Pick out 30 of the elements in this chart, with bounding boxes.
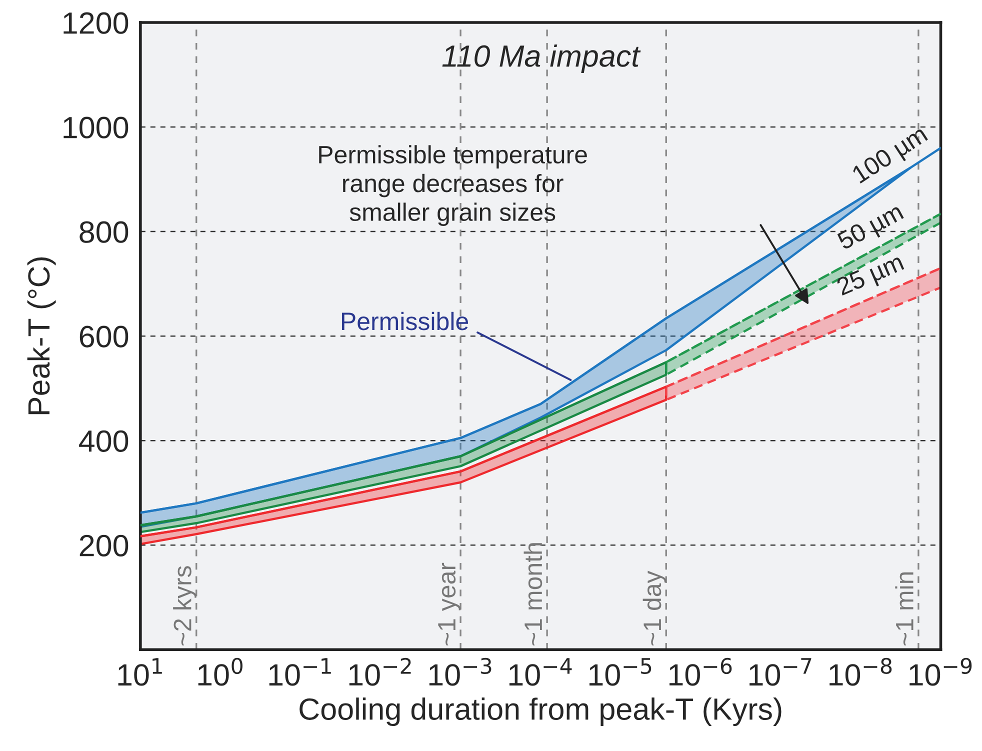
y-tick-label: 1000	[64, 116, 128, 138]
y-tick-label: 200	[80, 534, 128, 556]
y-tick-label: 600	[80, 326, 128, 348]
x-tick-label: 10$^{−4}$	[509, 658, 572, 686]
ref-line-label: ~1 month	[524, 543, 542, 646]
ref-line-label: ~2 kyrs	[173, 566, 196, 646]
annotation: Permissible	[342, 312, 468, 330]
text: 25 µm	[836, 252, 906, 300]
y-tick-label: 400	[79, 430, 128, 452]
x-tick-label: 10$^{−1}$	[269, 658, 331, 686]
x-tick-label: 10$^{−6}$	[670, 658, 732, 686]
x-tick-label: 10$^{1}$	[118, 658, 162, 686]
text: 100 µm	[851, 124, 931, 188]
text: 50 µm	[836, 202, 906, 254]
x-tick-label: 10$^{−5}$	[589, 658, 652, 686]
x-tick-label: 10$^{−3}$	[429, 658, 492, 686]
annotation: Permissible temperature range decreases for smaller grain sizes	[319, 145, 587, 226]
ref-line-label: ~1 day	[642, 570, 666, 646]
x-tick-label: 10$^{0}$	[198, 658, 242, 686]
ref-line-label: ~1 min	[895, 572, 914, 646]
ref-line-label: ~1 year	[438, 562, 461, 646]
x-tick-label: 10$^{−7}$	[750, 658, 812, 686]
x-tick-label: 10$^{−8}$	[830, 658, 892, 686]
x-axis-title: Cooling duration from peak-T (Kyrs)	[300, 698, 782, 726]
x-tick-label: 10$^{−9}$	[910, 658, 972, 686]
text: 110 Ma impact	[442, 44, 641, 73]
x-tick-label: 10$^{−2}$	[349, 658, 411, 686]
y-tick-label: 800	[80, 221, 128, 243]
y-axis-title: Peak-T (°C)	[27, 257, 56, 414]
y-tick-label: 1200	[64, 12, 128, 34]
